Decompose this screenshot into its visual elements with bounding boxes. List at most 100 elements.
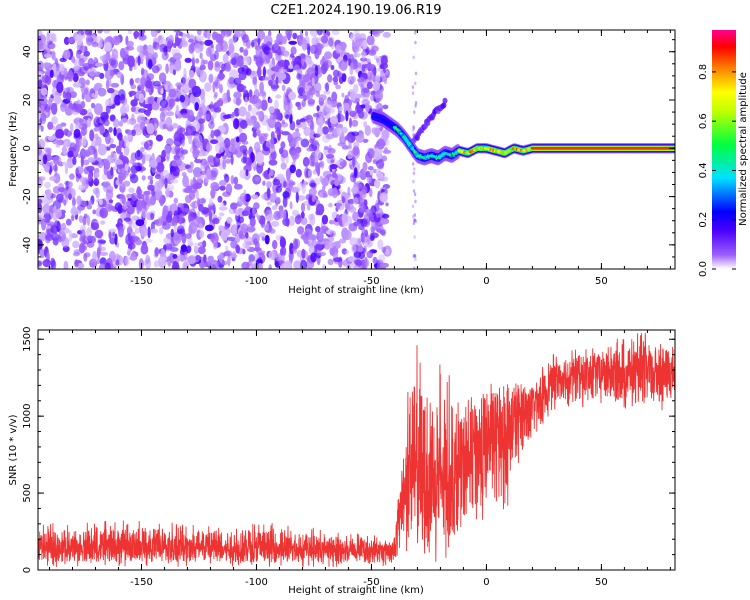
noise-speckle [81, 86, 90, 95]
noise-speckle [326, 236, 335, 242]
noise-speckle [322, 126, 329, 135]
noise-speckle [172, 215, 178, 227]
noise-speckle [175, 104, 180, 116]
noise-speckle [239, 119, 248, 129]
noise-speckle [351, 186, 359, 194]
noise-speckle [239, 169, 248, 179]
noise-speckle [164, 177, 168, 190]
noise-speckle [78, 57, 85, 67]
noise-speckle [380, 176, 389, 182]
noise-speckle [347, 154, 353, 160]
noise-speckle [47, 162, 52, 167]
noise-speckle [213, 129, 221, 137]
noise-speckle [242, 55, 251, 66]
noise-speckle [197, 176, 202, 183]
noise-speckle [126, 200, 131, 206]
noise-speckle [72, 82, 82, 88]
noise-speckle [283, 101, 291, 112]
noise-speckle [71, 55, 76, 64]
noise-speckle [68, 193, 72, 201]
noise-speckle [138, 108, 147, 113]
noise-speckle [295, 101, 301, 107]
noise-speckle [40, 125, 44, 132]
noise-speckle [127, 30, 132, 35]
noise-speckle [327, 188, 336, 197]
noise-speckle [364, 256, 368, 267]
noise-speckle [180, 40, 189, 48]
noise-speckle [339, 238, 347, 244]
noise-speckle [180, 203, 184, 211]
noise-speckle [361, 226, 366, 235]
noise-speckle [245, 232, 249, 239]
noise-speckle [308, 244, 315, 255]
noise-speckle [345, 210, 349, 215]
noise-speckle [207, 60, 214, 71]
noise-speckle [146, 123, 155, 135]
noise-speckle [120, 105, 127, 116]
noise-speckle [188, 242, 194, 246]
noise-speckle [262, 180, 266, 186]
noise-speckle [218, 225, 225, 232]
noise-speckle [277, 59, 286, 68]
noise-speckle [255, 212, 259, 218]
noise-speckle [108, 79, 112, 87]
noise-speckle [171, 160, 177, 167]
noise-speckle [414, 71, 418, 76]
noise-speckle [290, 46, 297, 55]
noise-speckle [54, 94, 62, 105]
noise-speckle [385, 202, 389, 207]
noise-speckle [293, 260, 302, 269]
noise-speckle [210, 139, 219, 145]
noise-speckle [292, 238, 299, 250]
noise-speckle [315, 203, 325, 216]
noise-speckle [71, 205, 77, 214]
noise-speckle [358, 183, 363, 189]
noise-speckle [330, 64, 335, 71]
noise-speckle [320, 35, 328, 44]
noise-speckle [335, 214, 340, 221]
noise-speckle [63, 67, 68, 78]
noise-speckle [412, 171, 416, 176]
noise-speckle [242, 151, 248, 164]
noise-speckle [260, 218, 266, 228]
noise-speckle [341, 145, 349, 150]
noise-speckle [230, 154, 234, 165]
noise-speckle [259, 232, 266, 238]
y-tick-label: -20 [22, 188, 33, 204]
noise-speckle [328, 219, 335, 225]
noise-speckle [342, 259, 348, 267]
noise-speckle [361, 48, 366, 61]
noise-speckle [123, 217, 132, 222]
noise-speckle [233, 91, 242, 99]
noise-speckle [327, 258, 334, 266]
noise-speckle [63, 260, 69, 269]
noise-speckle [230, 224, 238, 237]
noise-speckle [182, 175, 190, 188]
noise-speckle [78, 215, 83, 224]
noise-speckle [274, 121, 282, 132]
noise-speckle [169, 100, 174, 109]
noise-speckle [100, 246, 106, 252]
noise-speckle [224, 64, 232, 72]
noise-speckle [188, 134, 193, 145]
noise-speckle [38, 39, 43, 51]
noise-speckle [186, 167, 193, 173]
noise-speckle [382, 31, 391, 38]
noise-speckle [129, 159, 134, 164]
noise-speckle [126, 193, 132, 199]
noise-speckle [199, 52, 203, 59]
noise-speckle [385, 248, 390, 256]
noise-speckle [308, 188, 317, 196]
noise-speckle [414, 101, 418, 105]
noise-speckle [92, 187, 99, 195]
noise-speckle [262, 66, 266, 78]
noise-speckle [164, 143, 172, 154]
colorbar-ticks: 0.0 0.2 0.4 0.6 0.8 [698, 64, 736, 277]
snr-frame [37, 329, 676, 571]
noise-speckle [362, 161, 368, 172]
noise-speckle [334, 179, 340, 187]
noise-speckle [314, 64, 319, 77]
noise-speckle [300, 138, 310, 148]
noise-speckle [382, 129, 390, 140]
noise-speckle [73, 128, 81, 139]
